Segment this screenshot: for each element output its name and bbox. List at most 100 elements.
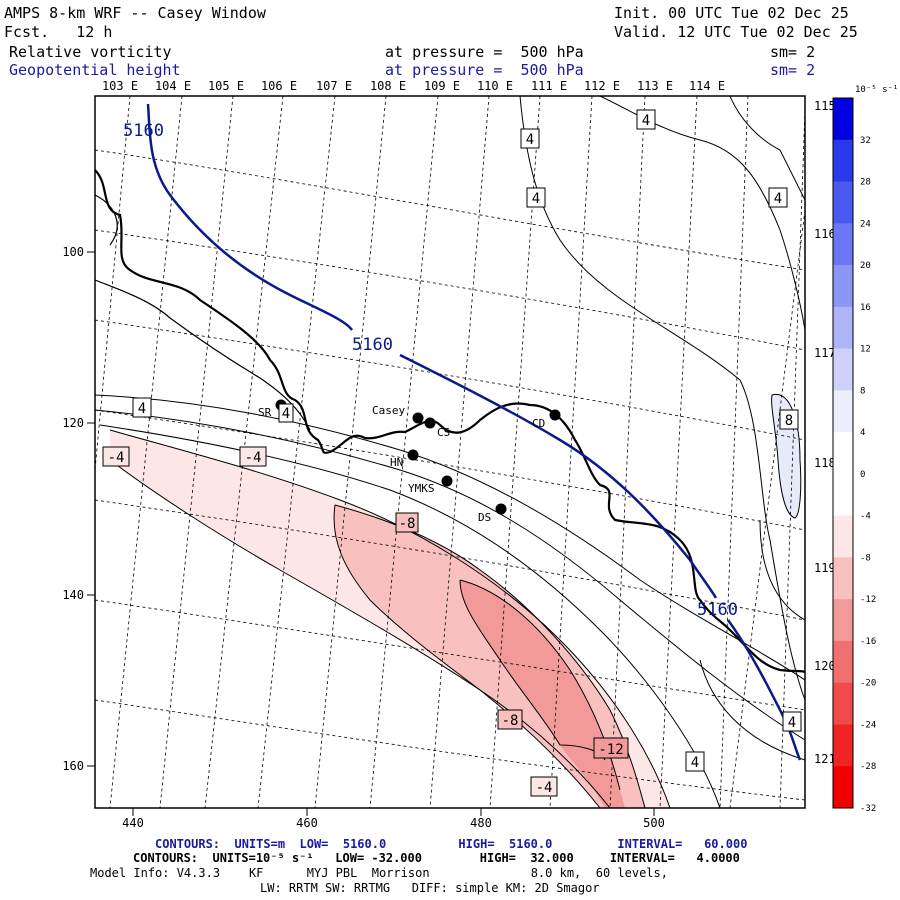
top-lon-labels: 103 E 104 E 105 E 106 E 107 E 108 E 109 …	[102, 79, 725, 93]
svg-text:-8: -8	[399, 516, 416, 532]
station-label-hn: HN	[390, 456, 403, 469]
svg-text:4: 4	[642, 113, 650, 129]
svg-text:-4: -4	[108, 450, 125, 466]
colorbar-swatch	[833, 766, 853, 809]
colorbar-tick-label: 32	[860, 136, 871, 146]
svg-text:4: 4	[282, 406, 290, 422]
vorticity-neg12-region	[460, 580, 625, 808]
svg-text:4: 4	[138, 401, 146, 417]
svg-text:4: 4	[774, 191, 782, 207]
svg-text:4: 4	[691, 755, 699, 771]
colorbar-tick-label: 24	[860, 219, 871, 229]
vorticity-contour-info: CONTOURS: UNITS=10⁻⁵ s⁻¹ LOW= -32.000 HI…	[133, 851, 740, 865]
colorbar-tick-label: 0	[860, 470, 865, 480]
field2-level: at pressure = 500 hPa	[385, 61, 584, 79]
colorbar-unit: 10⁻⁵ s⁻¹	[855, 85, 898, 95]
station-label-cd: CD	[532, 417, 545, 430]
colorbar-swatch	[833, 390, 853, 433]
svg-text:100: 100	[62, 245, 84, 259]
colorbar-swatch	[833, 515, 853, 558]
y-axis-ticks: 100 120 140 160	[62, 245, 84, 773]
station-label-cs: CS	[437, 426, 450, 439]
colorbar-tick-label: -8	[860, 553, 871, 563]
svg-text:-4: -4	[245, 450, 262, 466]
vort-label-3: 4	[526, 187, 546, 208]
colorbar-tick-label: -24	[860, 720, 876, 730]
map-title: AMPS 8-km WRF -- Casey Window	[4, 4, 266, 22]
svg-text:103 E: 103 E	[102, 79, 138, 93]
svg-text:160: 160	[62, 759, 84, 773]
svg-text:480: 480	[470, 816, 492, 830]
station-label-casey: Casey	[372, 404, 405, 417]
colorbar-swatch	[833, 473, 853, 517]
svg-text:440: 440	[122, 816, 144, 830]
height-contour-info: CONTOURS: UNITS=m LOW= 5160.0 HIGH= 5160…	[155, 837, 748, 851]
x-axis-ticks: 440 460 480 500	[122, 816, 665, 830]
field1-name: Relative vorticity	[9, 43, 172, 61]
height-label-1: 5160	[123, 121, 164, 141]
colorbar-tick-label: -32	[860, 804, 876, 814]
colorbar-swatch	[833, 348, 853, 391]
vort-label-1: 4	[520, 128, 540, 149]
field2-smoothing: sm= 2	[770, 61, 816, 79]
vort-label-8: -4	[102, 446, 130, 467]
station-label-sr: SR	[258, 406, 272, 419]
colorbar-swatch	[833, 432, 853, 475]
svg-text:460: 460	[296, 816, 318, 830]
colorbar-tick-label: -16	[860, 637, 876, 647]
svg-text:-4: -4	[536, 780, 553, 796]
colorbar-tick-label: 4	[860, 428, 865, 438]
init-time: Init. 00 UTC Tue 02 Dec 25	[614, 4, 849, 22]
vort-label-6: 4	[132, 397, 152, 418]
svg-text:-12: -12	[598, 742, 623, 758]
colorbar-swatch	[833, 223, 853, 266]
colorbar-tick-label: 12	[860, 345, 871, 355]
colorbar-tick-label: -20	[860, 679, 876, 689]
svg-text:108 E: 108 E	[370, 79, 406, 93]
station-label-ymks: YMKS	[408, 482, 435, 495]
height-contour-5160	[146, 103, 354, 331]
vort-label-2: 4	[636, 109, 656, 130]
colorbar-swatch	[833, 599, 853, 642]
colorbar-tick-label: -28	[860, 762, 876, 772]
svg-text:4: 4	[788, 715, 796, 731]
colorbar-tick-label: 8	[860, 386, 865, 396]
svg-text:-8: -8	[502, 713, 519, 729]
svg-text:120: 120	[62, 416, 84, 430]
colorbar-tick-label: -12	[860, 595, 876, 605]
model-info: Model Info: V4.3.3 KF MYJ PBL Morrison 8…	[90, 866, 668, 880]
colorbar-outline	[832, 97, 854, 809]
colorbar-swatch	[833, 98, 853, 141]
vort-label-13: -4	[530, 776, 558, 797]
svg-text:4: 4	[526, 132, 534, 148]
height-label-3: 5160	[697, 600, 738, 620]
svg-text:105 E: 105 E	[208, 79, 244, 93]
vort-label-14: 4	[685, 751, 705, 772]
vort-label-12: -12	[593, 737, 629, 759]
colorbar-swatch	[833, 306, 853, 350]
vort-label-10: -8	[395, 512, 419, 533]
field1-smoothing: sm= 2	[770, 43, 816, 61]
svg-text:106 E: 106 E	[261, 79, 297, 93]
svg-text:8: 8	[785, 413, 793, 429]
vort-label-9: -4	[239, 446, 267, 467]
colorbar-swatch	[833, 640, 853, 684]
height-label-2: 5160	[352, 335, 393, 355]
svg-text:500: 500	[643, 816, 665, 830]
forecast-hour: Fcst. 12 h	[4, 23, 113, 41]
vort-label-15: 4	[782, 711, 802, 732]
colorbar-swatch	[833, 724, 853, 767]
colorbar-tick-label: -4	[860, 512, 871, 522]
colorbar-swatch	[833, 265, 853, 308]
colorbar-tick-label: 20	[860, 261, 871, 271]
svg-text:104 E: 104 E	[155, 79, 191, 93]
colorbar-swatch	[833, 181, 853, 224]
colorbar-tick-label: 28	[860, 178, 871, 188]
colorbar-swatch	[833, 139, 853, 183]
svg-text:113 E: 113 E	[637, 79, 673, 93]
svg-text:4: 4	[532, 191, 540, 207]
vort-label-11: -8	[497, 709, 523, 730]
field1-level: at pressure = 500 hPa	[385, 43, 584, 61]
field2-name: Geopotential height	[9, 61, 181, 79]
